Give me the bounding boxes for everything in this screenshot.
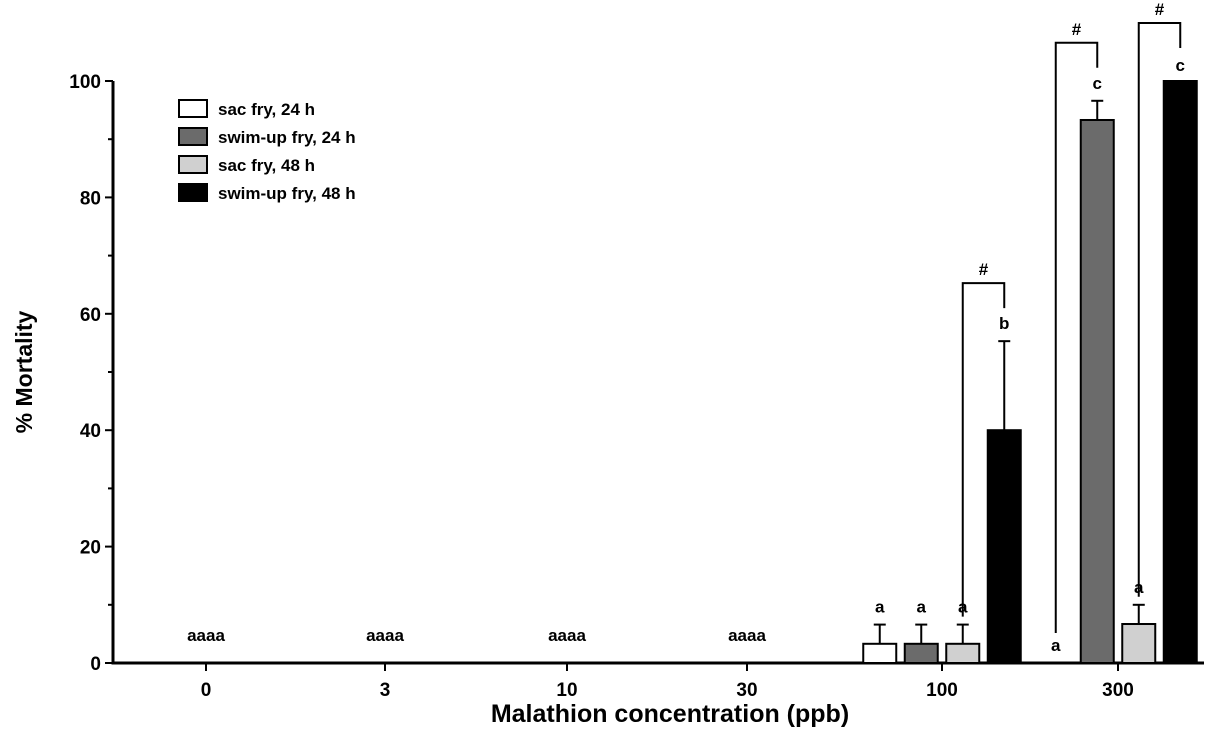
significance-marker: #	[1155, 0, 1165, 19]
legend-label: sac fry, 24 h	[218, 100, 315, 119]
bars	[862, 80, 1198, 665]
significance-letters: aaaa	[366, 626, 404, 645]
x-tick-label: 100	[926, 680, 958, 701]
significance-letter: a	[917, 598, 927, 617]
y-tick-label: 60	[80, 305, 101, 326]
bar	[945, 642, 981, 665]
legend-swatch	[178, 183, 208, 202]
significance-letter: b	[999, 314, 1009, 333]
significance-marker: #	[979, 260, 989, 279]
x-axis-label: Malathion concentration (ppb)	[491, 700, 849, 728]
bar	[862, 642, 898, 665]
y-tick-label: 20	[80, 538, 101, 559]
legend-label: swim-up fry, 24 h	[218, 128, 356, 147]
significance-bracket	[1137, 22, 1182, 597]
legend-swatch	[178, 99, 208, 118]
legend-swatch	[178, 155, 208, 174]
significance-letter: a	[1051, 636, 1061, 655]
significance-marker: #	[1072, 20, 1082, 39]
x-tick-label: 3	[380, 680, 391, 701]
bar	[1162, 80, 1198, 664]
bar	[986, 429, 1022, 665]
legend-swatch	[178, 127, 208, 146]
x-tick-label: 0	[201, 680, 212, 701]
axes: 0 20 40 60 80 100 0 3 10 30 100 300	[69, 72, 1204, 701]
legend: sac fry, 24 h swim-up fry, 24 h sac fry, 4…	[178, 99, 356, 203]
bar	[903, 642, 939, 665]
x-tick-label: 30	[736, 680, 757, 701]
significance-bracket	[961, 282, 1006, 617]
x-tick-label: 10	[556, 680, 577, 701]
x-tick-label: 300	[1102, 680, 1134, 701]
significance-letters: aaaa	[548, 626, 586, 645]
significance-letter: c	[1176, 56, 1185, 75]
bar	[1079, 118, 1115, 664]
significance-bracket	[1054, 41, 1099, 633]
legend-label: sac fry, 48 h	[218, 156, 315, 175]
y-tick-label: 40	[80, 421, 101, 442]
bar	[1121, 623, 1157, 664]
legend-label: swim-up fry, 48 h	[218, 184, 356, 203]
y-tick-label: 100	[69, 72, 101, 93]
y-tick-label: 80	[80, 188, 101, 209]
y-axis-label: % Mortality	[11, 310, 37, 433]
y-tick-label: 0	[90, 654, 101, 675]
significance-letters: aaaa	[187, 626, 225, 645]
significance-letters: aaaa	[728, 626, 766, 645]
significance-letter: c	[1093, 74, 1102, 93]
significance-letter: a	[875, 598, 885, 617]
